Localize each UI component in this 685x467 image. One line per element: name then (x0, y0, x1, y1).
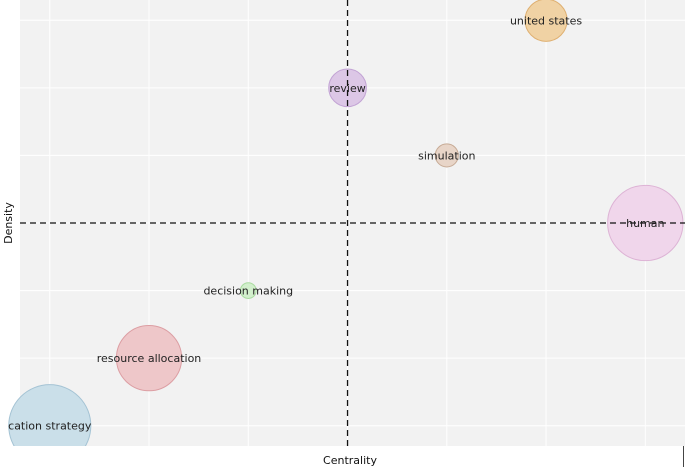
bubble-circle (328, 68, 367, 108)
bottom-white-band (0, 446, 685, 467)
bubble-label: resource allocation (97, 352, 202, 365)
y-axis-title: Density (2, 202, 15, 244)
bubbles (8, 0, 684, 467)
bubble (328, 68, 367, 108)
bubble-circle (239, 282, 257, 299)
bubble-circle (115, 325, 183, 392)
bubble-label: review (329, 82, 365, 95)
bubble (239, 282, 257, 299)
bubble-label: human (626, 217, 664, 230)
bubble-circle (524, 0, 568, 42)
bubble (524, 0, 568, 42)
bubble-label: simulation (418, 149, 475, 162)
bubble-circle (434, 143, 459, 168)
bubble-label: united states (510, 14, 582, 27)
x-axis-title: Centrality (323, 454, 377, 467)
bubble-label: decision making (203, 285, 293, 298)
bubble (115, 325, 183, 392)
bubble-labels: united states review simulation human decisi… (8, 14, 664, 432)
bubble-label: cation strategy (8, 420, 92, 433)
bubble (434, 143, 459, 168)
